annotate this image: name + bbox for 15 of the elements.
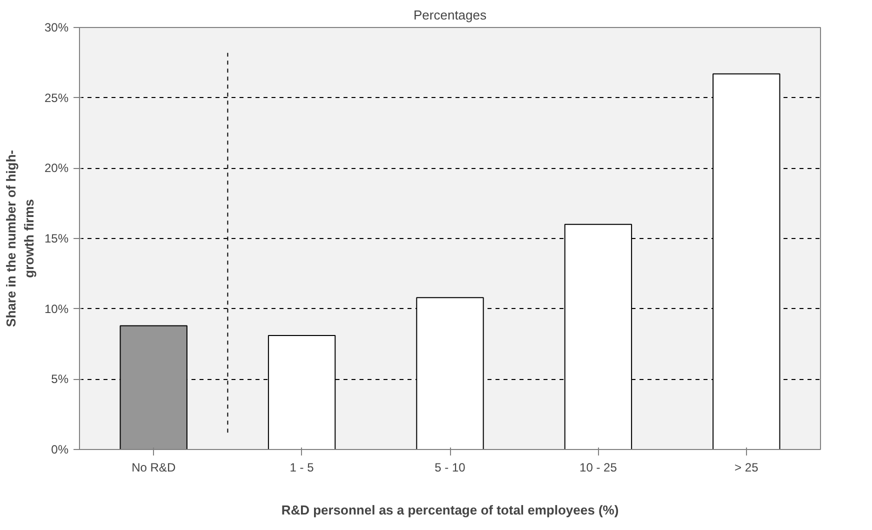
x-axis-title: R&D personnel as a percentage of total employees (%) (281, 502, 619, 518)
y-axis-title: Share in the number of high- growth firms (3, 150, 36, 327)
y-tick-label: 25% (44, 90, 69, 105)
y-tick-label: 0% (51, 442, 69, 456)
x-tick-label: 5 - 10 (434, 460, 466, 474)
x-tick-label: 1 - 5 (290, 460, 314, 474)
y-tick-label: 10% (44, 302, 69, 316)
x-tick-label: 10 - 25 (580, 460, 618, 474)
x-tick-label: > 25 (734, 460, 759, 474)
y-tick-label: 15% (44, 232, 69, 246)
chart-title: Percentages (414, 8, 487, 22)
y-tick-label: 30% (44, 20, 69, 34)
x-tick-label: No R&D (132, 460, 176, 474)
y-tick-label: 5% (51, 372, 69, 386)
y-tick-label: 20% (44, 161, 69, 176)
